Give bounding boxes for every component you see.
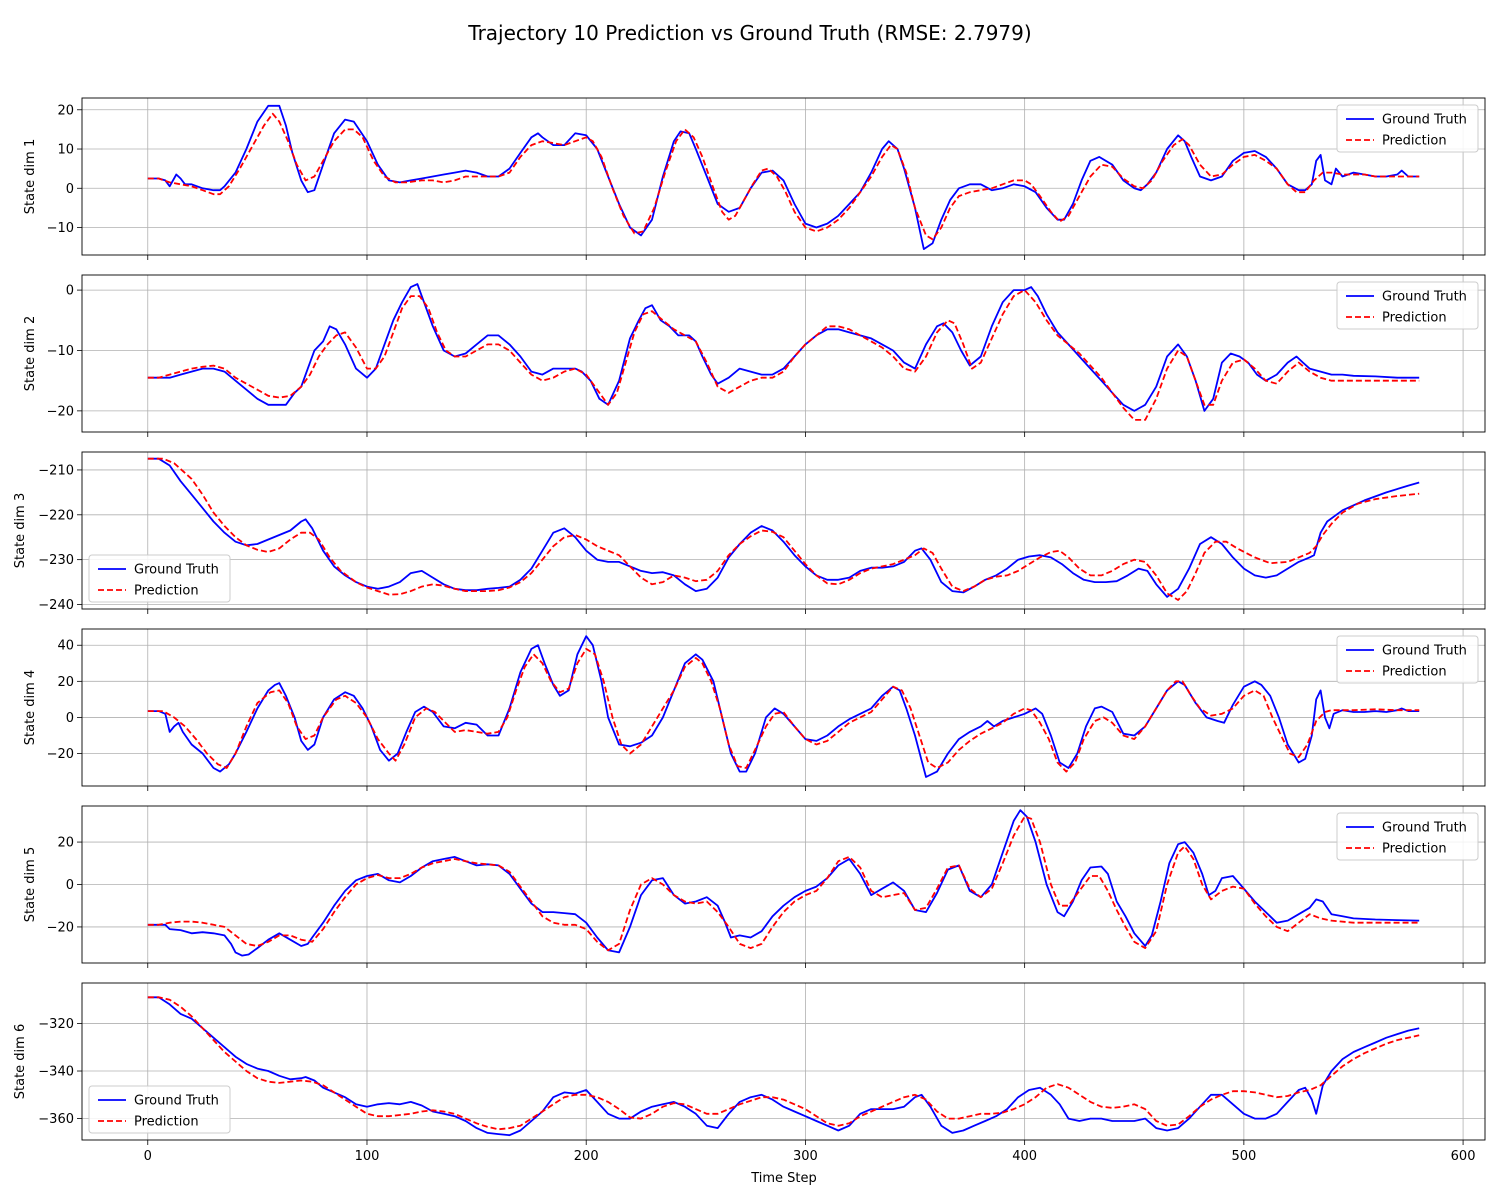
prediction-line	[147, 289, 1420, 421]
y-tick-label: 20	[57, 836, 74, 851]
legend-label: Prediction	[1382, 665, 1447, 680]
prediction-line	[147, 112, 1420, 241]
x-tick-label: 100	[355, 1149, 380, 1164]
y-axis-label: State dim 1	[23, 139, 38, 214]
legend-box	[1336, 635, 1479, 684]
legend: Ground Truth Prediction	[1336, 812, 1479, 861]
legend-box	[88, 554, 231, 603]
y-tick-label: −240	[38, 598, 74, 613]
axes-frame	[81, 628, 1486, 787]
legend-box	[1336, 812, 1479, 861]
y-tick-label: −360	[38, 1112, 74, 1127]
prediction-line	[147, 815, 1420, 952]
y-tick-label: 20	[57, 675, 74, 690]
y-tick-label: −20	[47, 920, 74, 935]
prediction-line	[147, 996, 1420, 1131]
axes-frame	[81, 97, 1486, 256]
ground-truth-line	[147, 996, 1420, 1137]
legend-label: Ground Truth	[1382, 290, 1467, 305]
legend-label: Prediction	[1382, 842, 1447, 857]
subplot-6: 0 100 200 300 400 500 600 −360 −340 −320 State dim…	[13, 982, 1486, 1164]
subplot-5: −20 0 20 State dim 5 Ground Truth Prediction	[23, 805, 1486, 968]
legend-box	[1336, 281, 1479, 330]
legend-box	[88, 1085, 231, 1134]
y-tick-label: −320	[38, 1017, 74, 1032]
legend-label: Prediction	[1382, 134, 1447, 149]
x-tick-label: 200	[574, 1149, 599, 1164]
y-tick-label: −20	[47, 404, 74, 419]
y-tick-label: 10	[57, 143, 74, 158]
ground-truth-line	[147, 457, 1420, 598]
y-axis-label: State dim 6	[13, 1024, 28, 1099]
legend-box	[1336, 104, 1479, 153]
x-tick-label: 400	[1012, 1149, 1037, 1164]
legend-label: Ground Truth	[1382, 644, 1467, 659]
y-tick-label: 0	[66, 878, 74, 893]
x-axis-label: Time Step	[750, 1171, 817, 1186]
y-tick-label: −230	[38, 553, 74, 568]
prediction-line	[147, 457, 1420, 601]
ground-truth-line	[147, 635, 1420, 778]
legend: Ground Truth Prediction	[88, 554, 231, 603]
axes-frame	[81, 805, 1486, 964]
subplot-2: −20 −10 0 State dim 2 Ground Truth Prediction	[23, 274, 1486, 437]
y-tick-label: −210	[38, 463, 74, 478]
legend-label: Prediction	[134, 1115, 199, 1130]
ground-truth-line	[147, 809, 1420, 957]
x-tick-label: 500	[1231, 1149, 1256, 1164]
y-tick-label: 40	[57, 639, 74, 654]
y-tick-label: −10	[47, 221, 74, 236]
legend: Ground Truth Prediction	[1336, 104, 1479, 153]
x-tick-label: 600	[1451, 1149, 1476, 1164]
axes-frame	[81, 274, 1486, 433]
y-tick-label: −220	[38, 508, 74, 523]
y-axis-label: State dim 5	[23, 847, 38, 922]
y-tick-label: 0	[66, 182, 74, 197]
legend-label: Prediction	[134, 584, 199, 599]
prediction-line	[147, 648, 1420, 773]
y-tick-label: 0	[66, 711, 74, 726]
legend-label: Prediction	[1382, 311, 1447, 326]
subplot-4: −20 0 20 40 State dim 4 Ground Truth Predictio…	[23, 628, 1486, 791]
legend-label: Ground Truth	[134, 1094, 219, 1109]
y-tick-label: −20	[47, 747, 74, 762]
subplot-panels: −10 0 10 20 State dim 1 Ground Truth Predictio…	[13, 97, 1486, 1164]
x-tick-label: 0	[144, 1149, 152, 1164]
y-axis-label: State dim 4	[23, 670, 38, 745]
x-tick-label: 300	[793, 1149, 818, 1164]
legend: Ground Truth Prediction	[1336, 635, 1479, 684]
legend-label: Ground Truth	[134, 563, 219, 578]
axes-frame	[81, 982, 1486, 1141]
y-tick-label: −340	[38, 1065, 74, 1080]
subplot-1: −10 0 10 20 State dim 1 Ground Truth Predictio…	[23, 97, 1486, 260]
y-axis-label: State dim 3	[13, 493, 28, 568]
legend-label: Ground Truth	[1382, 821, 1467, 836]
subplot-3: −240 −230 −220 −210 State dim 3 Ground Truth P…	[13, 451, 1486, 614]
y-tick-label: −10	[47, 344, 74, 359]
legend: Ground Truth Prediction	[1336, 281, 1479, 330]
y-tick-label: 0	[66, 284, 74, 299]
axes-frame	[81, 451, 1486, 610]
y-axis-label: State dim 2	[23, 316, 38, 391]
y-tick-label: 20	[57, 103, 74, 118]
figure-title: Trajectory 10 Prediction vs Ground Truth…	[467, 21, 1031, 45]
legend: Ground Truth Prediction	[88, 1085, 231, 1134]
legend-label: Ground Truth	[1382, 113, 1467, 128]
